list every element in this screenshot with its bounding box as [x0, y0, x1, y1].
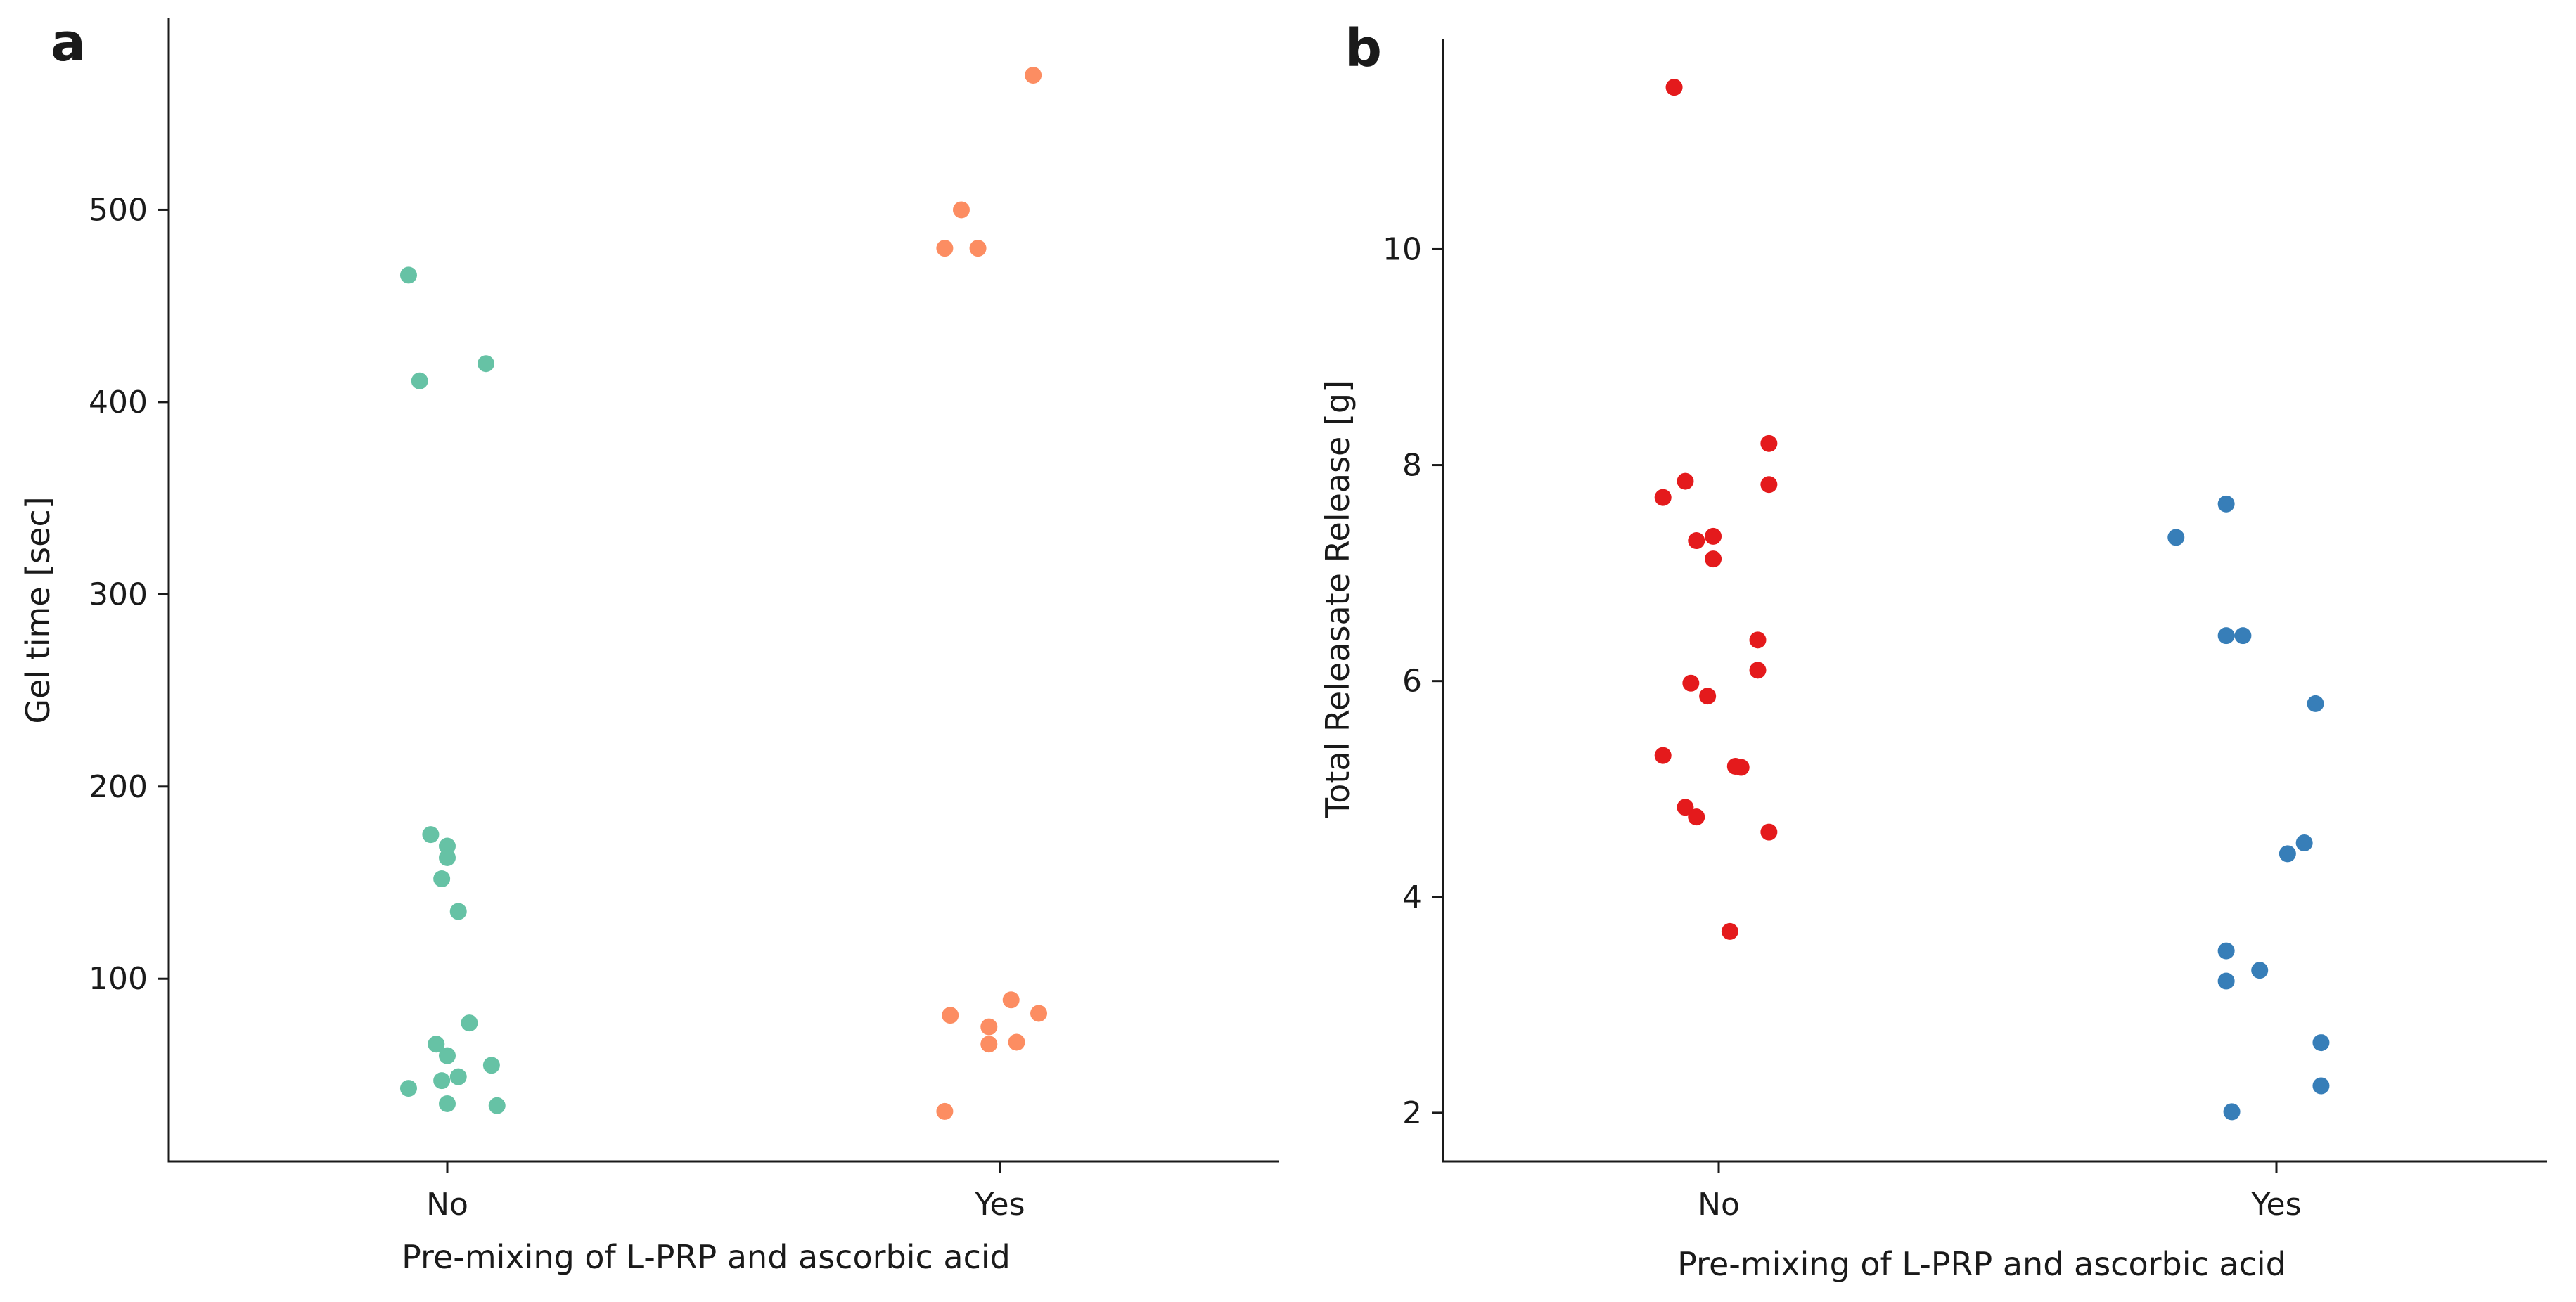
- panel-b-point-no: [1682, 674, 1700, 692]
- panel-a-point-no: [439, 1047, 456, 1064]
- panel-b-point-yes: [2217, 942, 2235, 960]
- panel-a-point-no: [433, 870, 451, 888]
- panel-a-point-yes: [952, 201, 970, 219]
- panel-a-point-yes: [1025, 67, 1042, 84]
- panel-a-y-tick-label: 200: [89, 769, 148, 805]
- panel-a-x-tick-label-no: No: [426, 1187, 468, 1223]
- panel-a-point-yes: [1002, 991, 1020, 1009]
- panel-a-point-no: [482, 1057, 500, 1074]
- panel-b-point-yes: [2279, 845, 2296, 863]
- panel-a-x-tick-label-yes: Yes: [974, 1187, 1025, 1223]
- panel-b-point-no: [1749, 631, 1767, 649]
- panel-b-point-yes: [2307, 695, 2324, 712]
- panel-a-point-no: [439, 1095, 456, 1112]
- panel-a-y-tick-label: 100: [89, 961, 148, 997]
- panel-b-point-yes: [2167, 529, 2185, 546]
- panel-a-y-tick-label: 500: [89, 192, 148, 228]
- panel-b-x-tick-label-yes: Yes: [2250, 1187, 2301, 1223]
- panel-b-point-yes: [2312, 1034, 2330, 1052]
- panel-b-point-yes: [2217, 495, 2235, 513]
- panel-b-point-no: [1721, 922, 1738, 940]
- panel-a-letter: a: [51, 13, 86, 73]
- panel-b-point-yes: [2217, 627, 2235, 645]
- panel-a-x-ticks: No Yes: [426, 1161, 1025, 1223]
- panel-a-point-no: [399, 266, 417, 284]
- panel-a: a 100 200 300 400 500 No Yes Pre-mixing of L-…: [19, 13, 1279, 1276]
- panel-b-y-ticks: 2 4 6 8 10: [1383, 231, 1443, 1131]
- panel-b-letter: b: [1345, 18, 1382, 79]
- panel-a-point-no: [478, 355, 495, 373]
- panel-b-point-yes: [2295, 834, 2313, 852]
- panel-a-y-ticks: 100 200 300 400 500: [89, 192, 169, 997]
- panel-b-point-no: [1699, 688, 1717, 705]
- panel-b-point-no: [1760, 476, 1778, 494]
- panel-b-point-yes: [2217, 972, 2235, 990]
- panel-a-y-axis-title: Gel time [sec]: [19, 496, 57, 723]
- panel-b-point-no: [1760, 434, 1778, 452]
- panel-b-point-no: [1677, 472, 1694, 490]
- panel-a-point-no: [428, 1036, 445, 1053]
- panel-a-axes: [167, 18, 1279, 1163]
- panel-a-x-axis-title: Pre-mixing of L-PRP and ascorbic acid: [402, 1238, 1011, 1276]
- panel-a-point-yes: [1008, 1033, 1025, 1051]
- panel-b-point-yes: [2251, 962, 2269, 979]
- panel-b-point-no: [1665, 79, 1683, 96]
- panel-a-point-no: [439, 849, 456, 866]
- panel-b-point-no: [1677, 799, 1694, 816]
- panel-a-y-tick-label: 400: [89, 385, 148, 420]
- panel-a-point-no: [449, 903, 467, 920]
- panel-b-point-yes: [2223, 1103, 2241, 1121]
- panel-a-point-no: [449, 1068, 467, 1085]
- panel-b-points: [1654, 79, 2330, 1121]
- panel-a-point-yes: [980, 1036, 998, 1053]
- panel-a-points: [399, 67, 1048, 1120]
- panel-b-point-no: [1688, 808, 1705, 826]
- panel-b-point-yes: [2234, 627, 2252, 645]
- panel-b-point-no: [1654, 489, 1672, 506]
- panel-b: b 2 4 6 8 10 No Yes Pre-mixing of L-PRP and a…: [1319, 18, 2547, 1283]
- panel-a-point-no: [488, 1097, 506, 1114]
- panel-a-point-no: [399, 1080, 417, 1097]
- panel-b-point-no: [1654, 747, 1672, 764]
- panel-b-y-tick-label: 4: [1402, 879, 1422, 915]
- panel-a-point-yes: [936, 240, 954, 257]
- panel-b-x-ticks: No Yes: [1698, 1161, 2302, 1223]
- panel-a-point-yes: [1030, 1005, 1048, 1022]
- panel-a-point-yes: [980, 1018, 998, 1036]
- panel-b-point-yes: [2312, 1077, 2330, 1095]
- panel-b-x-axis-title: Pre-mixing of L-PRP and ascorbic acid: [1677, 1245, 2286, 1283]
- panel-a-point-no: [439, 837, 456, 855]
- panel-b-point-no: [1705, 527, 1722, 545]
- panel-b-x-tick-label-no: No: [1698, 1187, 1740, 1223]
- panel-b-point-no: [1760, 823, 1778, 841]
- panel-b-y-tick-label: 6: [1402, 664, 1422, 700]
- panel-b-point-no: [1705, 550, 1722, 568]
- panel-b-axes: [1442, 39, 2547, 1163]
- panel-b-point-no: [1749, 662, 1767, 679]
- panel-b-y-axis-title: Total Releasate Release [g]: [1319, 380, 1357, 818]
- panel-a-point-no: [422, 826, 440, 844]
- panel-a-point-no: [411, 372, 428, 389]
- panel-b-y-tick-label: 10: [1383, 231, 1422, 267]
- panel-b-y-tick-label: 8: [1402, 448, 1422, 484]
- panel-a-point-yes: [942, 1007, 959, 1024]
- panel-a-point-no: [433, 1072, 451, 1090]
- panel-b-y-tick-label: 2: [1402, 1095, 1422, 1131]
- panel-a-y-tick-label: 300: [89, 576, 148, 612]
- panel-b-point-no: [1688, 532, 1705, 550]
- panel-a-point-yes: [969, 240, 987, 257]
- panel-b-axis-lines: [1442, 39, 2547, 1163]
- panel-b-point-no: [1732, 759, 1750, 776]
- panel-a-point-yes: [936, 1102, 954, 1120]
- panel-a-point-no: [461, 1014, 478, 1032]
- panel-a-axis-lines: [167, 18, 1279, 1163]
